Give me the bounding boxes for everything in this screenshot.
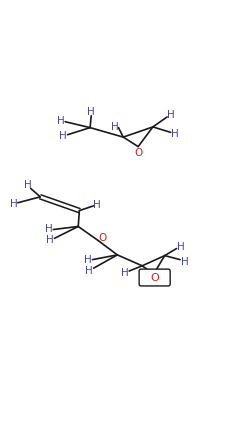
Text: H: H — [24, 180, 32, 190]
Text: H: H — [167, 110, 175, 120]
Text: H: H — [45, 224, 53, 234]
Text: O: O — [99, 233, 107, 243]
FancyBboxPatch shape — [139, 269, 170, 286]
Text: H: H — [10, 199, 18, 209]
Text: H: H — [87, 107, 95, 117]
Text: O: O — [150, 272, 159, 282]
Text: H: H — [84, 255, 92, 265]
Text: H: H — [181, 256, 188, 267]
Text: H: H — [93, 200, 101, 210]
Text: H: H — [171, 129, 179, 139]
Text: H: H — [57, 116, 64, 126]
Text: H: H — [46, 235, 54, 245]
Text: H: H — [177, 242, 184, 252]
Text: O: O — [135, 148, 143, 158]
Text: H: H — [121, 268, 129, 278]
Text: H: H — [59, 131, 67, 141]
Text: H: H — [85, 265, 93, 275]
Text: H: H — [111, 122, 118, 132]
